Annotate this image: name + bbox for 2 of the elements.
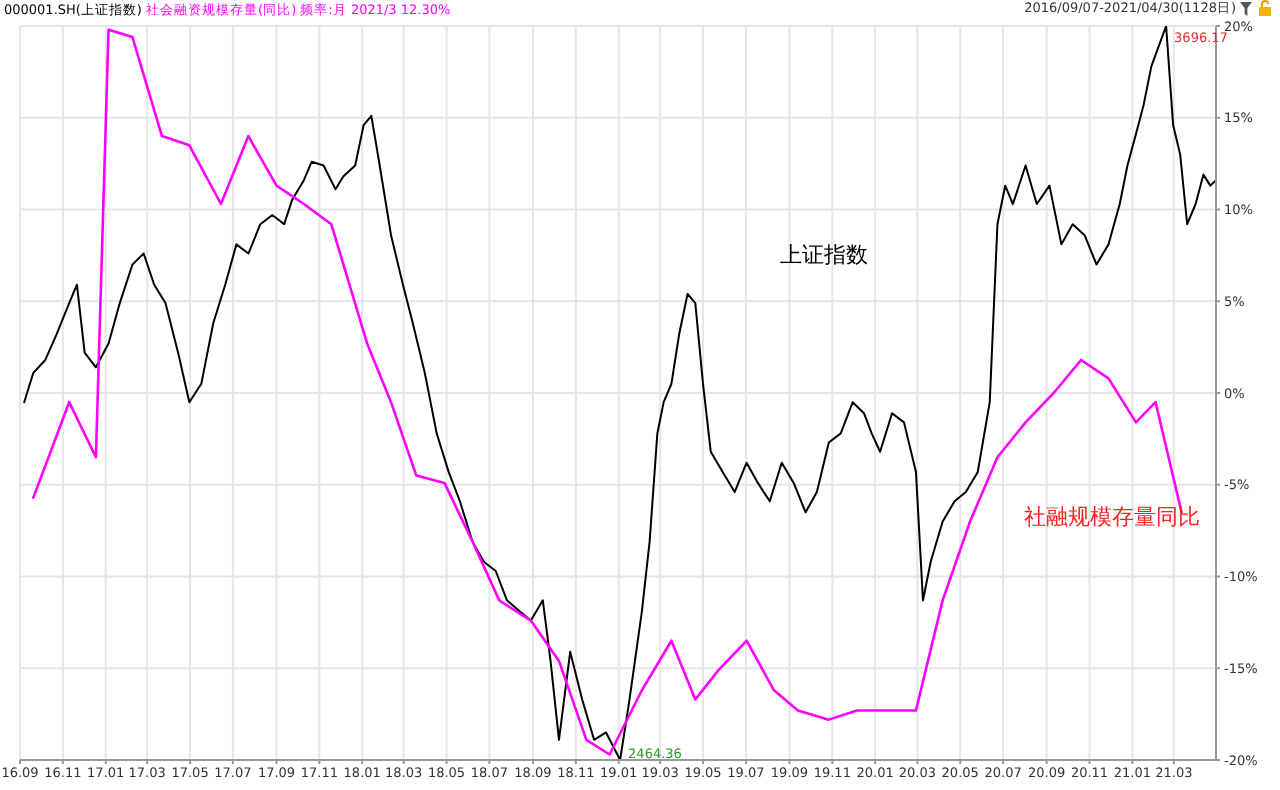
series-label: 社融规模存量同比 (1024, 502, 1200, 532)
text: 上证指数 (780, 240, 868, 270)
